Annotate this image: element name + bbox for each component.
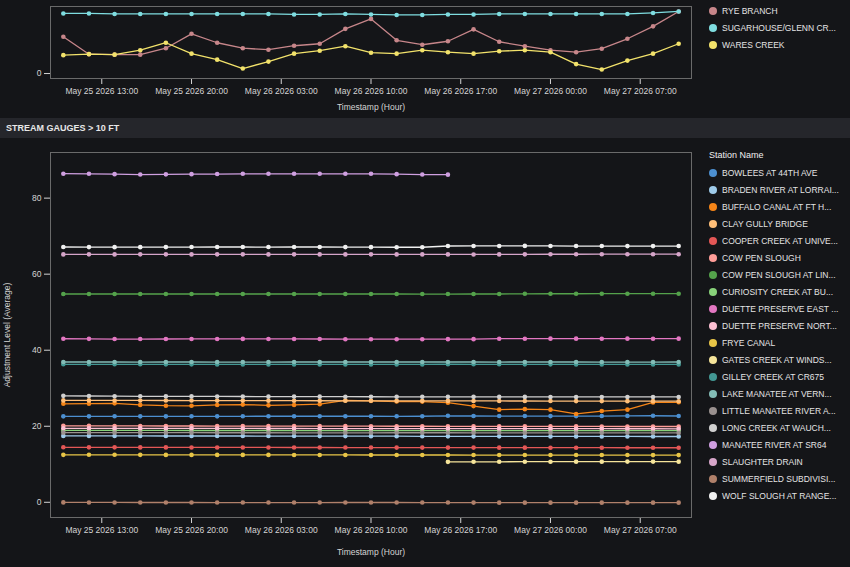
svg-text:May 27 2026 07:00: May 27 2026 07:00 — [604, 525, 677, 535]
svg-text:May 27 2026 00:00: May 27 2026 00:00 — [514, 86, 587, 96]
html-text:COW PEN SLOUGH: COW PEN SLOUGH — [722, 252, 801, 263]
svg-text:May 26 2026 03:00: May 26 2026 03:00 — [245, 86, 318, 96]
html-text:CURIOSITY CREEK AT BU...: CURIOSITY CREEK AT BU... — [722, 286, 833, 297]
svg-text:0: 0 — [37, 68, 42, 78]
html-text:RYE BRANCH: RYE BRANCH — [722, 5, 778, 16]
svg-text:0: 0 — [37, 497, 42, 507]
svg-text:May 26 2026 17:00: May 26 2026 17:00 — [424, 86, 497, 96]
svg-text:80: 80 — [32, 193, 42, 203]
svg-text:May 27 2026 07:00: May 27 2026 07:00 — [604, 86, 677, 96]
html-text:COW PEN SLOUGH AT LIN...: COW PEN SLOUGH AT LIN... — [722, 269, 836, 280]
html-text:SUMMERFIELD SUBDIVISI...: SUMMERFIELD SUBDIVISI... — [722, 473, 836, 484]
html-text:LONG CREEK AT WAUCH...: LONG CREEK AT WAUCH... — [722, 422, 831, 433]
svg-text:20: 20 — [32, 421, 42, 431]
svg-text:May 27 2026 00:00: May 27 2026 00:00 — [514, 525, 587, 535]
svg-text:May 25 2026 20:00: May 25 2026 20:00 — [155, 525, 228, 535]
html-text:STREAM GAUGES > 10 FT: STREAM GAUGES > 10 FT — [6, 123, 120, 133]
html-text:SLAUGHTER DRAIN: SLAUGHTER DRAIN — [722, 456, 803, 467]
html-text:WOLF SLOUGH AT RANGE...: WOLF SLOUGH AT RANGE... — [722, 490, 837, 501]
html-text:WARES CREEK: WARES CREEK — [722, 39, 785, 50]
svg-text:May 26 2026 03:00: May 26 2026 03:00 — [245, 525, 318, 535]
svg-text:May 26 2026 10:00: May 26 2026 10:00 — [335, 525, 408, 535]
html-text:BUFFALO CANAL AT FT H...: BUFFALO CANAL AT FT H... — [722, 201, 832, 212]
html-text:MANATEE RIVER AT SR64: MANATEE RIVER AT SR64 — [722, 439, 827, 450]
svg-text:May 26 2026 17:00: May 26 2026 17:00 — [424, 525, 497, 535]
html-text:CLAY GULLY BRIDGE: CLAY GULLY BRIDGE — [722, 218, 808, 229]
html-text:GILLEY CREEK AT CR675: GILLEY CREEK AT CR675 — [722, 371, 825, 382]
html-text:DUETTE PRESERVE EAST ...: DUETTE PRESERVE EAST ... — [722, 303, 839, 314]
svg-text:Timestamp (Hour): Timestamp (Hour) — [337, 547, 405, 557]
html-text:BRADEN RIVER AT LORRAI...: BRADEN RIVER AT LORRAI... — [722, 184, 839, 195]
html-text:LITTLE MANATEE RIVER A...: LITTLE MANATEE RIVER A... — [722, 405, 836, 416]
html-text:COOPER CREEK AT UNIVE...: COOPER CREEK AT UNIVE... — [722, 235, 838, 246]
html-text:BOWLEES AT 44TH AVE: BOWLEES AT 44TH AVE — [722, 167, 818, 178]
html-text:Station Name: Station Name — [709, 150, 764, 160]
svg-text:40: 40 — [32, 345, 42, 355]
html-text:FRYE CANAL: FRYE CANAL — [722, 337, 776, 348]
svg-text:Timestamp (Hour): Timestamp (Hour) — [337, 102, 405, 112]
html-text:DUETTE PRESERVE NORT...: DUETTE PRESERVE NORT... — [722, 320, 837, 331]
html-text:GATES CREEK AT WINDS...: GATES CREEK AT WINDS... — [722, 354, 832, 365]
html-text:SUGARHOUSE/GLENN CR...: SUGARHOUSE/GLENN CR... — [722, 22, 836, 33]
svg-text:May 25 2026 20:00: May 25 2026 20:00 — [155, 86, 228, 96]
svg-text:60: 60 — [32, 269, 42, 279]
svg-text:May 25 2026 13:00: May 25 2026 13:00 — [65, 525, 138, 535]
svg-text:Adjustment Level (Average): Adjustment Level (Average) — [2, 282, 12, 387]
html-text:LAKE MANATEE AT VERN...: LAKE MANATEE AT VERN... — [722, 388, 832, 399]
svg-text:May 26 2026 10:00: May 26 2026 10:00 — [335, 86, 408, 96]
svg-text:May 25 2026 13:00: May 25 2026 13:00 — [65, 86, 138, 96]
